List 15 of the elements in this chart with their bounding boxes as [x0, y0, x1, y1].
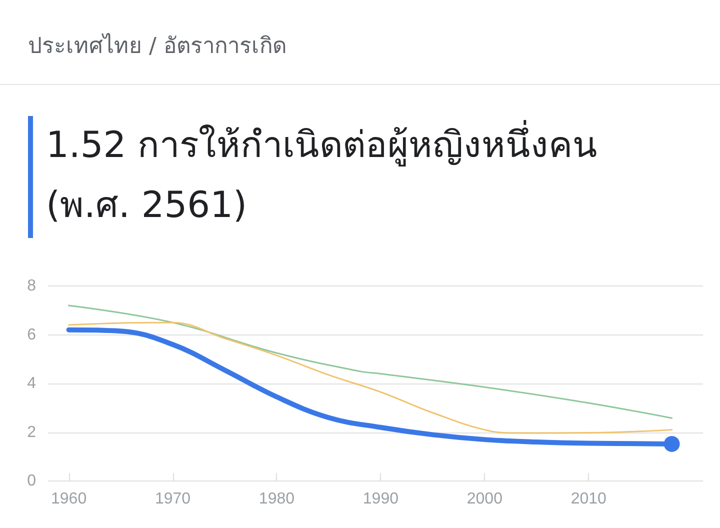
- x-tick-label: 2010: [570, 490, 607, 508]
- chart-title: 1.52 การให้กำเนิดต่อผู้หญิงหนึ่งคน (พ.ศ. 2561): [46, 119, 599, 228]
- x-tick-label: 1960: [50, 490, 87, 508]
- y-tick-label: 6: [27, 326, 36, 344]
- chart-subtitle: ประเทศไทย / อัตราการเกิด: [28, 32, 286, 61]
- x-tick-label: 1980: [258, 490, 295, 508]
- y-tick-label: 2: [27, 424, 36, 441]
- y-tick-label: 8: [27, 278, 36, 294]
- line-series: [68, 322, 673, 434]
- x-tick-label: 1970: [154, 490, 191, 508]
- x-tick-label: 1990: [362, 490, 399, 508]
- y-tick-label: 4: [27, 375, 36, 392]
- x-tick-label: 2000: [466, 490, 503, 508]
- line-series: [68, 304, 673, 419]
- y-tick-label: 0: [27, 472, 36, 490]
